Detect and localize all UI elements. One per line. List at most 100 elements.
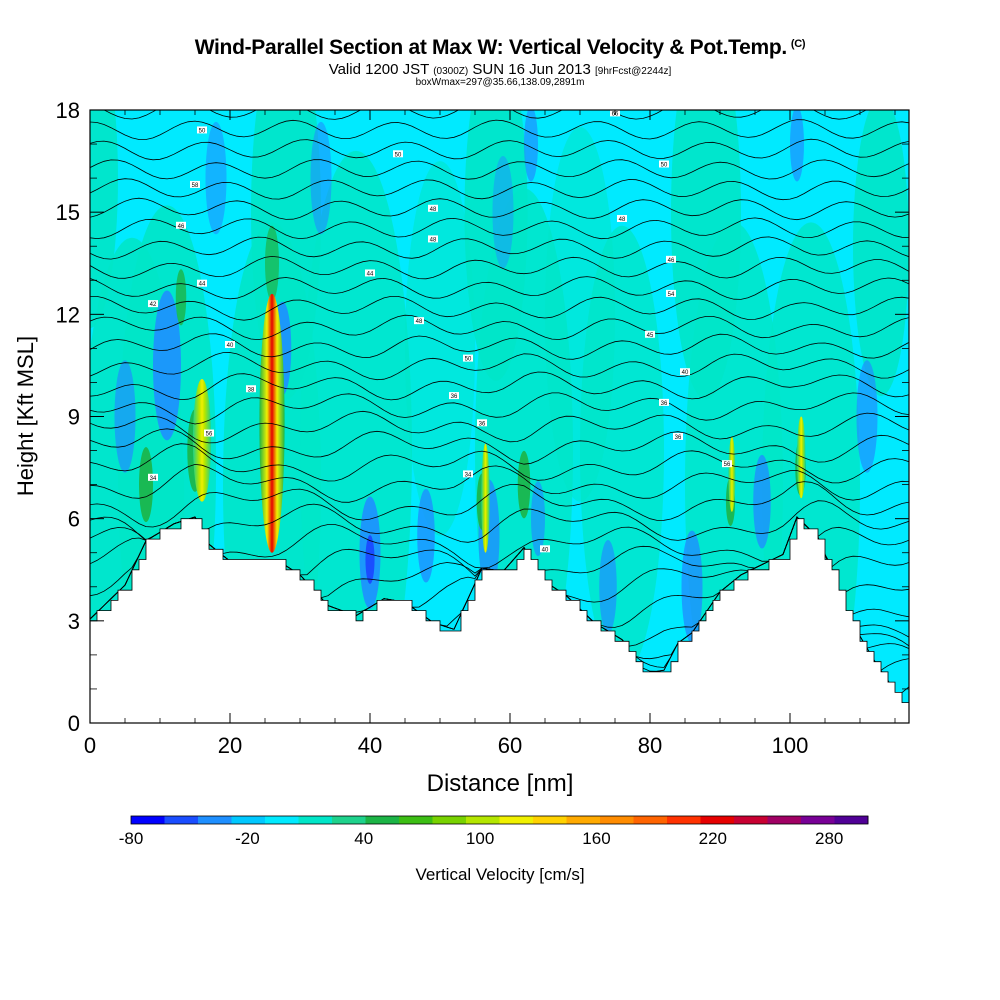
isentrope xyxy=(90,81,909,100)
isentrope-label: 34 xyxy=(148,473,158,482)
isentrope-label-bg xyxy=(393,150,403,158)
w-blob xyxy=(205,121,227,235)
w-blob xyxy=(681,530,703,643)
isentrope-label-text: 50 xyxy=(199,128,206,134)
isentrope-label-text: 56 xyxy=(724,462,731,468)
w-blob xyxy=(114,360,136,473)
isentrope xyxy=(90,119,909,140)
isentrope-label-text: 42 xyxy=(150,302,157,308)
isentrope xyxy=(90,159,909,180)
isentrope-label: 50 xyxy=(393,150,403,158)
isentrope-label-text: 36 xyxy=(675,435,682,441)
isentrope-label-text: 36 xyxy=(451,394,458,400)
colorbar-swatch xyxy=(533,816,567,824)
colorbar-swatch xyxy=(600,816,634,824)
isentrope-label-bg xyxy=(477,419,487,427)
updraft-core xyxy=(192,379,212,502)
w-blob xyxy=(517,450,531,519)
y-tick-label: 15 xyxy=(56,200,80,225)
w-blob xyxy=(671,110,741,400)
isentrope-label: 48 xyxy=(428,204,438,213)
isentrope-label-text: 40 xyxy=(682,370,689,376)
isentrope-label-text: 48 xyxy=(619,217,626,223)
y-tick-label: 9 xyxy=(68,405,80,430)
colorbar-swatch xyxy=(164,816,199,824)
isentrope-label-text: 46 xyxy=(668,258,675,264)
valid-time: Valid 1200 JST xyxy=(328,61,430,78)
isentrope-label-bg xyxy=(449,392,459,400)
chart-subtitle: Valid 1200 JST (0300Z) SUN 16 Jun 2013 [… xyxy=(0,61,1000,78)
isentrope-label-text: 46 xyxy=(178,224,185,230)
colorbar-swatch xyxy=(231,816,266,824)
isentrope-label-text: 44 xyxy=(199,282,206,288)
isentrope-label-text: 48 xyxy=(430,207,437,213)
isentrope xyxy=(90,500,909,543)
w-blob xyxy=(492,155,514,269)
w-blob xyxy=(175,269,187,326)
colorbar-tick-label: -20 xyxy=(235,829,260,848)
x-tick-label: 80 xyxy=(638,733,662,758)
isentrope xyxy=(90,443,909,484)
isentrope-label-bg xyxy=(246,385,256,393)
w-blob xyxy=(853,110,909,397)
isentrope xyxy=(103,110,867,120)
colorbar-swatch xyxy=(734,816,768,824)
x-tick-label: 60 xyxy=(498,733,522,758)
colorbar-tick-label: -80 xyxy=(119,829,144,848)
isentrope-label-text: 38 xyxy=(248,387,255,393)
isentrope-label-bg xyxy=(428,235,438,243)
isentrope xyxy=(90,178,909,201)
isentrope-label: 58 xyxy=(190,180,200,189)
isentrope-label: 48 xyxy=(428,235,438,243)
isentrope-label-bg xyxy=(176,221,186,229)
y-tick-label: 18 xyxy=(56,98,80,123)
isentrope xyxy=(90,255,909,280)
isentrope-label-bg xyxy=(666,255,676,263)
y-tick-label: 3 xyxy=(68,609,80,634)
isentrope xyxy=(90,392,909,425)
y-tick-label: 6 xyxy=(68,507,80,532)
isentrope-label: 44 xyxy=(197,279,207,288)
utc-time: (0300Z) xyxy=(433,66,469,77)
colorbar-swatch xyxy=(298,816,333,824)
isentrope-label: 34 xyxy=(463,470,473,478)
colorbar-tick-label: 280 xyxy=(815,829,843,848)
isentrope xyxy=(90,314,909,341)
colorbar-swatch xyxy=(198,816,232,824)
isentrope-label: 48 xyxy=(414,317,424,325)
isentrope xyxy=(90,481,909,528)
isentrope-label: 36 xyxy=(659,398,669,407)
isentrope-label-bg xyxy=(463,470,473,478)
isentrope-label-bg xyxy=(148,300,158,308)
w-blob xyxy=(139,447,153,523)
isentrope-label-bg xyxy=(190,180,200,188)
colorbar-label: Vertical Velocity [cm/s] xyxy=(415,865,584,884)
plot-area: 5050506658464848484644445442484540504038… xyxy=(90,81,909,723)
isentrope-label: 40 xyxy=(540,545,550,553)
isentrope-label-bg xyxy=(365,269,375,277)
isentrope-label-bg xyxy=(617,214,627,222)
colorbar-swatch xyxy=(700,816,735,824)
isentrope-label-bg xyxy=(645,330,655,338)
isentrope-label: 56 xyxy=(204,429,214,438)
isentrope-label: 36 xyxy=(449,392,459,400)
isentrope-label: 50 xyxy=(659,160,669,168)
colorbar-swatch xyxy=(566,816,601,824)
colorbar-tick-label: 40 xyxy=(354,829,373,848)
isentrope-label-bg xyxy=(722,460,732,468)
w-blob xyxy=(365,535,375,584)
isentrope-label-text: 34 xyxy=(465,472,472,478)
isentrope-label-bg xyxy=(428,204,438,212)
w-blob xyxy=(753,454,771,549)
chart-title: Wind-Parallel Section at Max W: Vertical… xyxy=(0,36,1000,60)
isentrope-label-bg xyxy=(197,126,207,134)
isentrope-label-text: 40 xyxy=(227,343,234,349)
isentrope-label-text: 36 xyxy=(661,401,668,407)
colorbar: -80 -20 40 100 160 220 280 xyxy=(119,815,869,848)
chart-title-text: Wind-Parallel Section at Max W: Vertical… xyxy=(194,36,788,59)
isentrope xyxy=(90,236,909,260)
isentrope-label: 45 xyxy=(645,330,655,339)
isentrope xyxy=(90,333,909,360)
updraft-core xyxy=(728,436,736,512)
w-blob xyxy=(265,225,279,301)
